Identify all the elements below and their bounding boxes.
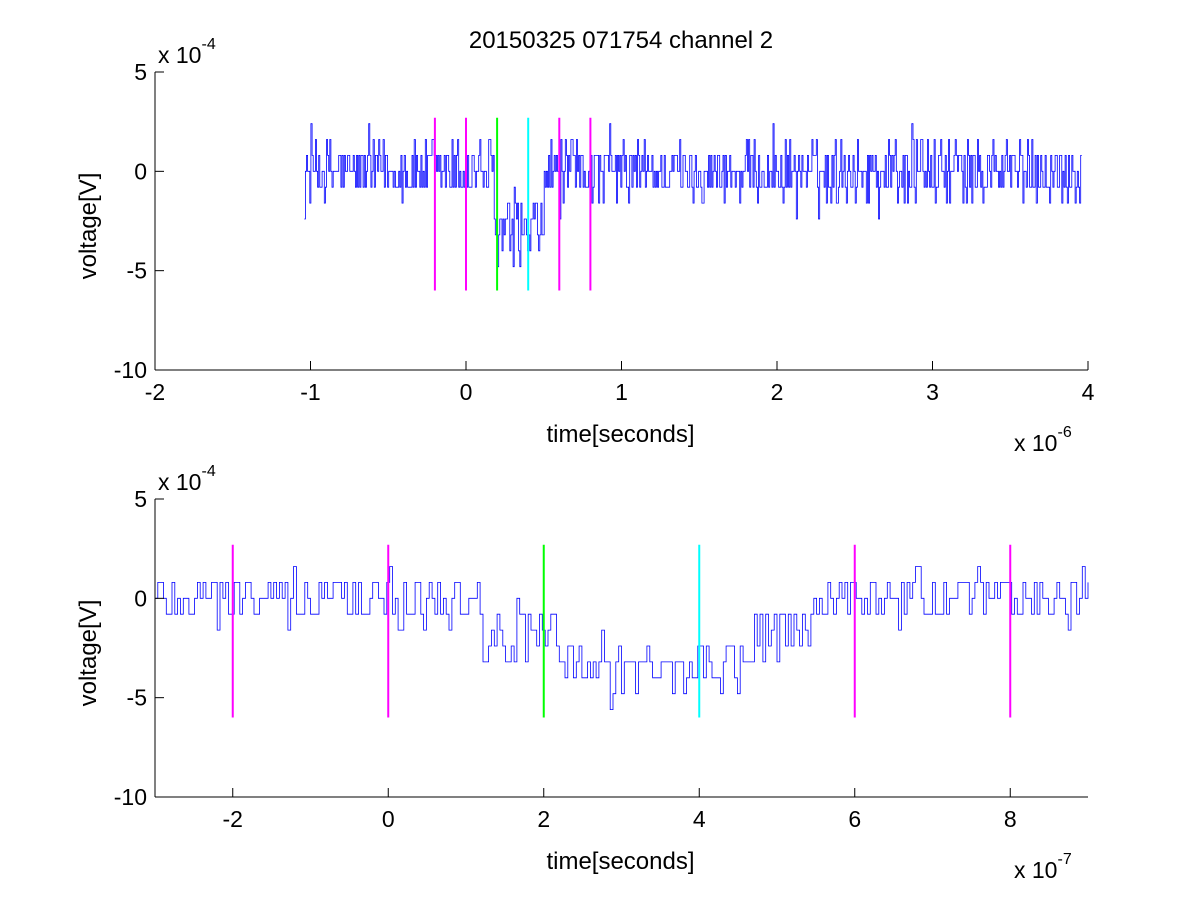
top-x-tick-label: 4: [1082, 379, 1095, 405]
bottom-x-tick-label: 4: [693, 806, 706, 832]
bottom-y-multiplier: x 10-4: [158, 463, 216, 495]
top-y-multiplier: x 10-4: [158, 36, 216, 68]
top-x-tick-label: 3: [926, 379, 939, 405]
top-x-tick-label: 2: [771, 379, 784, 405]
top-x-tick-label: 1: [615, 379, 628, 405]
bottom-axes: -2 0 2 4 6 8 -10 -5 0 5 time[seconds] voltage[V] x 1…: [75, 463, 1089, 883]
bottom-x-axis-label: time[seconds]: [546, 848, 694, 875]
figure-title: 20150325 071754 channel 2: [469, 27, 773, 54]
bottom-y-tick-label: -5: [127, 685, 147, 711]
top-axes: -2 -1 0 1 2 3 4-10-505time[seconds]voltage[V]x…: [75, 36, 1095, 456]
top-x-tick-label: 0: [460, 379, 473, 405]
top-x-multiplier: x 10-6: [1014, 424, 1072, 456]
top-y-tick-label: -10: [114, 357, 147, 383]
top-y-tick-label: 0: [134, 158, 147, 184]
bottom-x-tick-label: 6: [848, 806, 861, 832]
top-y-tick-label: -5: [127, 258, 147, 284]
bottom-y-tick-label: 5: [134, 486, 147, 512]
bottom-x-multiplier: x 10-7: [1014, 851, 1072, 883]
top-x-axis-label: time[seconds]: [546, 421, 694, 448]
top-y-tick-label: 5: [134, 59, 147, 85]
bottom-x-tick-label: 8: [1004, 806, 1017, 832]
bottom-y-tick-label: 0: [134, 585, 147, 611]
top-y-axis-label: voltage[V]: [75, 173, 102, 280]
bottom-y-axis-label: voltage[V]: [75, 600, 102, 707]
bottom-y-tick-label: -10: [114, 784, 147, 810]
bottom-x-tick-label: -2: [223, 806, 243, 832]
top-x-tick-label: -1: [300, 379, 320, 405]
top-voltage-trace: [304, 123, 1082, 268]
bottom-x-tick-label: 0: [382, 806, 395, 832]
bottom-x-tick-label: 2: [537, 806, 550, 832]
bottom-voltage-trace: [155, 566, 1089, 710]
top-x-tick-label: -2: [145, 379, 165, 405]
